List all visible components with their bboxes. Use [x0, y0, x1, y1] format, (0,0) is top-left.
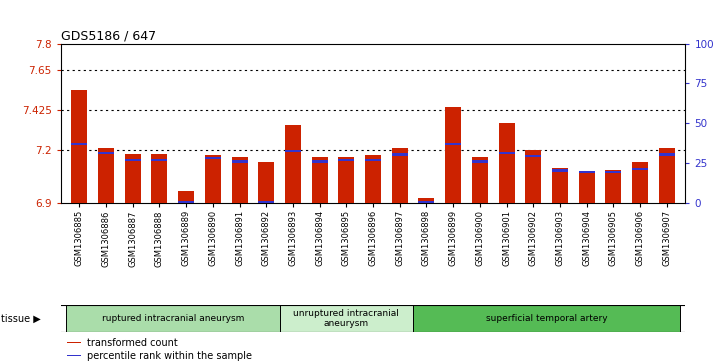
Text: GDS5186 / 647: GDS5186 / 647: [61, 29, 156, 42]
Bar: [392, 148, 408, 203]
Bar: [445, 107, 461, 203]
Bar: [578, 171, 595, 203]
Bar: [151, 154, 168, 203]
Bar: [526, 155, 541, 158]
Bar: [66, 305, 280, 332]
Bar: [498, 123, 515, 203]
Bar: [205, 155, 221, 203]
Bar: [605, 170, 621, 203]
Bar: [125, 159, 141, 161]
Bar: [98, 148, 114, 203]
Bar: [71, 90, 87, 203]
Bar: [659, 148, 675, 203]
Bar: [311, 160, 328, 163]
Bar: [311, 157, 328, 203]
Bar: [67, 342, 81, 343]
Bar: [632, 163, 648, 203]
Bar: [605, 171, 621, 174]
Text: unruptured intracranial
aneurysm: unruptured intracranial aneurysm: [293, 309, 399, 328]
Bar: [285, 125, 301, 203]
Bar: [552, 169, 568, 172]
Bar: [498, 151, 515, 154]
Bar: [578, 171, 595, 174]
Text: superficial temporal artery: superficial temporal artery: [486, 314, 608, 323]
Bar: [552, 168, 568, 203]
Bar: [632, 167, 648, 170]
Bar: [338, 159, 354, 161]
Text: percentile rank within the sample: percentile rank within the sample: [87, 351, 252, 361]
Text: tissue ▶: tissue ▶: [1, 314, 41, 323]
Bar: [659, 153, 675, 156]
Bar: [285, 150, 301, 152]
Bar: [98, 151, 114, 154]
Bar: [418, 198, 435, 203]
Bar: [365, 159, 381, 161]
Bar: [178, 191, 194, 203]
Bar: [205, 157, 221, 159]
Bar: [258, 201, 274, 204]
Bar: [526, 150, 541, 203]
Bar: [445, 143, 461, 145]
Text: ruptured intracranial aneurysm: ruptured intracranial aneurysm: [101, 314, 244, 323]
Bar: [338, 157, 354, 203]
Bar: [472, 157, 488, 203]
Bar: [472, 160, 488, 163]
Bar: [125, 154, 141, 203]
Bar: [365, 155, 381, 203]
Bar: [413, 305, 680, 332]
Bar: [418, 201, 435, 204]
Bar: [151, 159, 168, 161]
Bar: [392, 153, 408, 156]
Bar: [178, 201, 194, 204]
Text: transformed count: transformed count: [87, 338, 178, 348]
Bar: [231, 157, 248, 203]
Bar: [231, 160, 248, 163]
Bar: [67, 355, 81, 356]
Bar: [71, 143, 87, 145]
Bar: [258, 163, 274, 203]
Bar: [280, 305, 413, 332]
